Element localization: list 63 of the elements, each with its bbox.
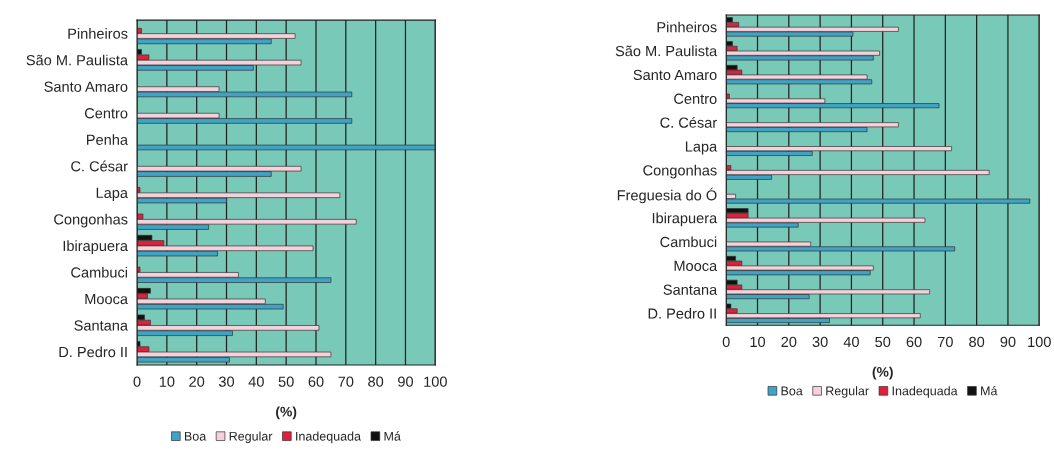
x-axis-title: (%)	[276, 406, 297, 420]
x-tick-label: 20	[189, 376, 205, 387]
legend-label: Boa	[781, 386, 803, 396]
x-tick-label: 40	[248, 376, 264, 387]
x-tick-label: 30	[218, 376, 235, 387]
y-tick-label: Freguesia do Ó	[617, 187, 717, 204]
legend-label: Regular	[229, 431, 273, 444]
legend-label: Inadequada	[892, 386, 958, 398]
y-tick-label: C. César	[71, 160, 128, 172]
y-tick-label: São M. Paulista	[615, 45, 718, 57]
y-tick-label: Ibirapuera	[63, 240, 128, 254]
y-tick-label: Pinheiros	[68, 28, 128, 39]
x-axis-title: (%)	[872, 366, 893, 380]
y-tick-label: Mooca	[674, 260, 718, 272]
y-tick-label: Cambuci	[71, 266, 128, 278]
y-tick-label: Penha	[87, 134, 128, 145]
legend-label: Má	[981, 386, 998, 396]
legend-label: Má	[384, 431, 401, 441]
x-tick-label: 20	[781, 336, 797, 348]
y-tick-label: Cambuci	[660, 236, 717, 248]
y-tick-label: D. Pedro II	[648, 308, 716, 319]
bar	[726, 198, 1031, 204]
legend-label: Inadequada	[296, 431, 362, 444]
y-tick-label: Santana	[74, 320, 128, 331]
y-tick-label: Lapa	[685, 141, 718, 155]
y-tick-label: Lapa	[96, 187, 128, 201]
x-tick-label: 0	[133, 376, 141, 387]
bar	[726, 146, 952, 152]
legend-label: Regular	[826, 386, 869, 398]
x-tick-label: 70	[937, 336, 953, 348]
x-tick-label: 80	[969, 336, 985, 348]
y-tick-label: D. Pedro II	[59, 346, 127, 358]
y-tick-label: C. César	[660, 116, 717, 128]
x-tick-label: 60	[906, 336, 922, 348]
x-tick-label: 80	[368, 376, 384, 387]
x-tick-label: 90	[1000, 336, 1016, 348]
x-tick-label: 10	[159, 376, 175, 387]
x-tick-label: 10	[750, 336, 766, 348]
y-tick-label: São M. Paulista	[26, 54, 128, 66]
y-tick-label: Pinheiros	[657, 21, 717, 33]
y-tick-label: Mooca	[85, 293, 128, 305]
x-tick-label: 50	[278, 376, 294, 387]
x-tick-label: 100	[424, 376, 447, 387]
y-tick-label: Santo Amaro	[633, 69, 717, 81]
x-tick-label: 60	[308, 376, 324, 387]
bar	[137, 144, 436, 151]
x-tick-label: 100	[1028, 336, 1051, 348]
bar	[726, 208, 749, 214]
x-tick-label: 0	[722, 336, 730, 348]
x-tick-label: 90	[398, 376, 414, 387]
y-tick-label: Congonhas	[54, 213, 128, 228]
y-tick-label: Santo Amaro	[44, 81, 128, 92]
bar	[726, 122, 899, 128]
y-tick-label: Centro	[84, 108, 128, 119]
y-tick-label: Congonhas	[643, 164, 717, 179]
y-tick-label: Ibirapuera	[652, 212, 718, 227]
legend-label: Boa	[184, 431, 207, 441]
x-tick-label: 50	[875, 336, 891, 348]
x-tick-label: 30	[812, 336, 828, 348]
x-tick-label: 70	[338, 376, 354, 387]
y-tick-label: Centro	[674, 93, 717, 104]
x-tick-label: 40	[843, 336, 859, 348]
y-tick-label: Santana	[663, 284, 718, 295]
